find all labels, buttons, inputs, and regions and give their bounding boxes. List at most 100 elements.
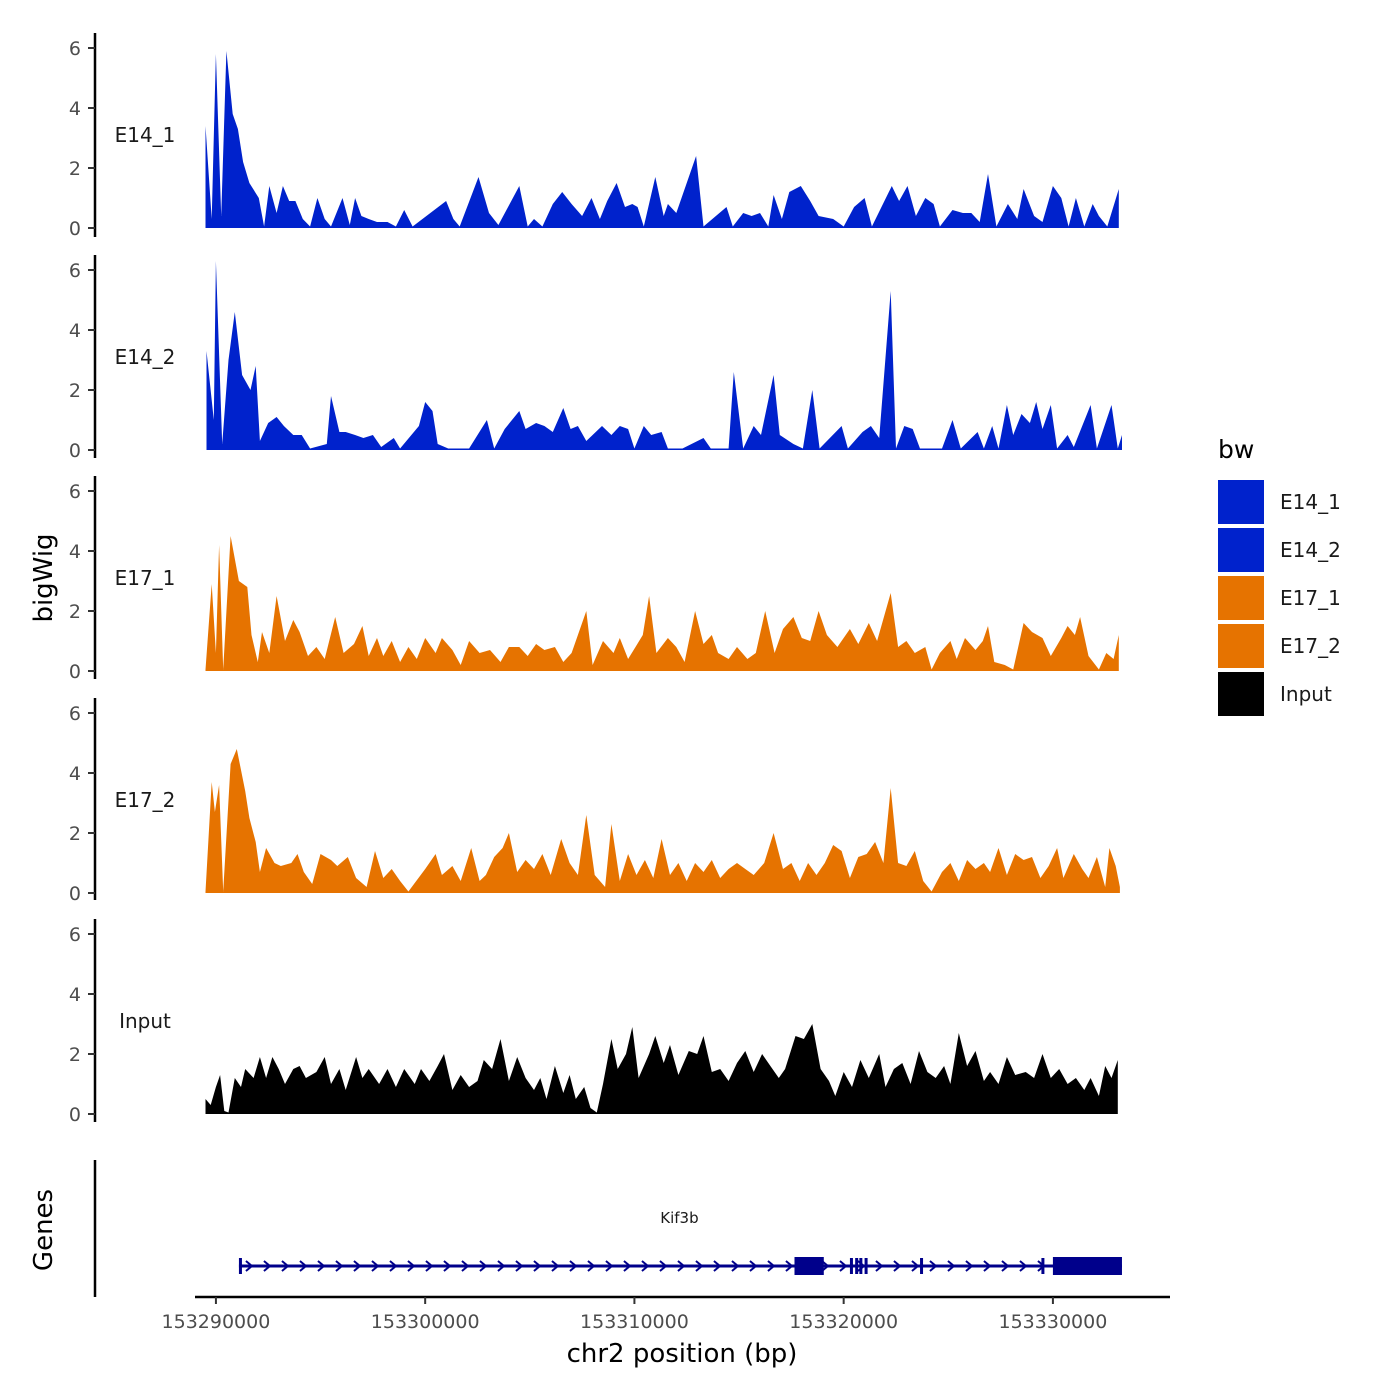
legend-item-E17_2: E17_2 [1218,624,1341,668]
x-tick-label: 153320000 [789,1311,898,1333]
strand-arrow [317,1260,326,1272]
strand-arrow [821,1260,830,1272]
legend-title: bw [1218,435,1254,464]
legend: bw E14_1 E14_2 E17_1 E17_2 Input [1218,435,1341,716]
coverage-area-E17_2 [205,749,1120,893]
strand-arrow [389,1260,398,1272]
coverage-area-E17_1 [205,536,1119,671]
legend-label: E14_2 [1280,538,1341,562]
y-tick-label: 0 [69,661,81,683]
y-tick-label: 0 [69,440,81,462]
y-tick-label: 4 [69,984,81,1006]
track-label-E17_2: E17_2 [115,788,176,812]
strand-arrow [965,1260,974,1272]
exon [238,1258,242,1274]
track-E17_1: 0 2 4 6 E17_1 [69,476,1119,683]
strand-arrow [947,1260,956,1272]
coverage-area-E14_2 [206,261,1122,450]
strand-arrow [569,1260,578,1272]
y-tick-label: 0 [69,1104,81,1126]
y-tick-label: 4 [69,320,81,342]
y-tick-label: 2 [69,158,81,180]
legend-item-Input: Input [1218,672,1332,716]
x-tick-label: 153290000 [162,1311,271,1333]
legend-item-E14_1: E14_1 [1218,480,1341,524]
exon [920,1258,924,1274]
y-tick-label: 2 [69,601,81,623]
strand-arrow [767,1260,776,1272]
legend-label: E17_2 [1280,634,1341,658]
track-label-E14_2: E14_2 [115,345,176,369]
legend-item-E17_1: E17_1 [1218,576,1341,620]
exon [864,1258,868,1274]
genes-track: Kif3b [93,1160,1122,1297]
legend-item-E14_2: E14_2 [1218,528,1341,572]
strand-arrow [443,1260,452,1272]
strand-arrow [929,1260,938,1272]
strand-arrow [353,1260,362,1272]
gene-Kif3b: Kif3b [238,1209,1122,1275]
legend-swatch [1218,672,1264,716]
y-tick-label: 6 [69,703,81,725]
x-axis: 153290000 153300000 153310000 153320000 1533… [162,1295,1170,1333]
exon [855,1258,859,1274]
legend-swatch [1218,528,1264,572]
y-tick-label: 4 [69,98,81,120]
track-label-E14_1: E14_1 [115,123,176,147]
strand-arrow [587,1260,596,1272]
track-E14_1: 0 2 4 6 E14_1 [69,33,1119,240]
strand-arrow [911,1260,920,1272]
y-tick-label: 0 [69,218,81,240]
strand-arrow [749,1260,758,1272]
strand-arrow [407,1260,416,1272]
track-label-E17_1: E17_1 [115,566,176,590]
coverage-area-E14_1 [205,51,1119,228]
strand-arrow [479,1260,488,1272]
strand-arrow [425,1260,434,1272]
strand-arrow [839,1260,848,1272]
track-E14_2: 0 2 4 6 E14_2 [69,255,1122,462]
legend-label: Input [1280,682,1332,706]
strand-arrow [299,1260,308,1272]
strand-arrow [497,1260,506,1272]
y-tick-label: 4 [69,541,81,563]
legend-label: E14_1 [1280,490,1341,514]
x-tick-label: 153330000 [999,1311,1108,1333]
y-axis-title: bigWig [29,533,59,622]
coverage-area-Input [205,1024,1118,1114]
strand-arrow [245,1260,254,1272]
y-tick-label: 6 [69,481,81,503]
strand-arrow [659,1260,668,1272]
track-Input: 0 2 4 6 Input [69,919,1118,1126]
strand-arrow [785,1260,794,1272]
y-tick-label: 6 [69,260,81,282]
strand-arrow [1019,1260,1028,1272]
strand-arrow [695,1260,704,1272]
track-label-Input: Input [119,1009,171,1033]
strand-arrow [983,1260,992,1272]
track-E17_2: 0 2 4 6 E17_2 [69,698,1120,905]
strand-arrow [623,1260,632,1272]
genes-axis-title: Genes [29,1189,59,1271]
y-tick-label: 2 [69,1044,81,1066]
y-tick-label: 6 [69,924,81,946]
exon [859,1258,863,1274]
y-tick-label: 2 [69,823,81,845]
strand-arrow [641,1260,650,1272]
strand-arrow [461,1260,470,1272]
strand-arrow [605,1260,614,1272]
strand-arrow [731,1260,740,1272]
strand-arrow [551,1260,560,1272]
y-tick-label: 2 [69,380,81,402]
strand-arrow [875,1260,884,1272]
strand-arrow [335,1260,344,1272]
y-tick-label: 6 [69,38,81,60]
x-axis-title: chr2 position (bp) [567,1339,798,1369]
strand-arrow [677,1260,686,1272]
legend-label: E17_1 [1280,586,1341,610]
strand-arrow [533,1260,542,1272]
x-tick-label: 153300000 [371,1311,480,1333]
strand-arrow [1001,1260,1010,1272]
